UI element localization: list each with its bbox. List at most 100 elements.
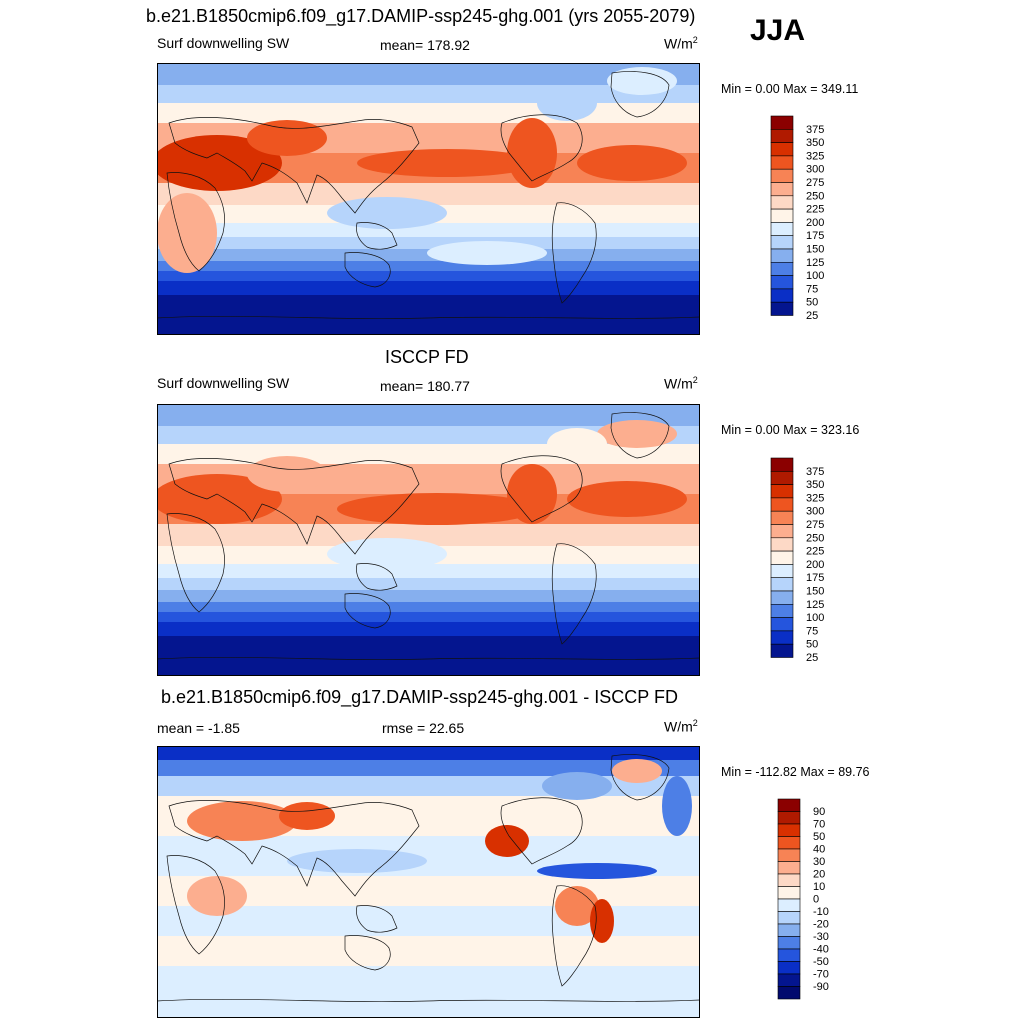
field-band [157,564,700,578]
field-region [357,149,537,177]
coastline-path [356,222,398,250]
colorbar-swatch [770,497,794,512]
colorbar-swatch [777,861,801,875]
colorbar-swatch [777,798,801,812]
field-band [157,760,700,776]
colorbar-swatch [770,301,794,316]
field-region [607,67,677,95]
field-band [157,602,700,612]
panel-2-variable-label: Surf downwelling SW [157,375,290,391]
colorbar-level-label: 175 [806,572,824,584]
coastline-path [166,172,225,272]
colorbar-level-label: 90 [813,806,825,818]
coastline-path [356,563,398,591]
field-band [157,103,700,123]
field-region [542,772,612,800]
colorbar-swatch [777,923,801,937]
field-band [157,966,700,1018]
colorbar-swatch [770,155,794,170]
colorbar-swatch [777,898,801,912]
field-band [157,746,700,760]
field-band [157,444,700,464]
field-band [157,63,700,85]
panel-1-mean-label: mean= 178.92 [380,37,470,53]
colorbar-level-label: 50 [806,639,818,651]
field-region [279,802,335,830]
colorbar-level-label: 250 [806,190,824,202]
coastline-path [157,315,700,320]
coastline-path [356,905,398,933]
field-region [327,538,447,570]
coastline-path [168,117,420,214]
colorbar-swatch [777,973,801,987]
colorbar-swatch [770,195,794,210]
colorbar-swatch [770,182,794,197]
colorbar-swatch [770,235,794,250]
field-region [427,241,547,265]
colorbar-level-label: 150 [806,586,824,598]
colorbar-level-label: 25 [806,652,818,664]
field-band [157,936,700,966]
colorbar-level-label: -90 [813,981,829,993]
colorbar-swatch [777,961,801,975]
panel-3-map [157,746,700,1018]
panel-2-title: ISCCP FD [385,347,469,367]
coastline-path [610,754,670,801]
panel-1-units-label: W/m2 [664,35,698,52]
colorbar-level-label: -10 [813,906,829,918]
colorbar-swatch [777,848,801,862]
coastlines [157,754,700,1003]
colorbar-level-label: 100 [806,270,824,282]
colorbar-swatch [770,643,794,658]
colorbar-swatch [770,129,794,143]
colorbar-swatch [777,936,801,950]
colorbar-level-label: 150 [806,244,824,256]
season-label: JJA [750,14,806,47]
coastline-path [344,935,391,971]
colorbar-swatch [770,262,794,276]
panel-3-minmax-label: Min = -112.82 Max = 89.76 [721,765,870,779]
field-band [157,590,700,602]
coastline-path [168,800,420,897]
field-band [157,281,700,295]
coastline-path [500,455,583,523]
colorbar-level-label: -70 [813,969,829,981]
field-region [567,481,687,517]
colorbar-swatch [770,142,794,157]
field-region [537,85,597,121]
colorbar-swatch [777,886,801,900]
colorbar-swatch [770,288,794,303]
field-band [157,295,700,335]
colorbar-level-label: 375 [806,124,824,136]
colorbar-level-label: 375 [806,466,824,478]
coastlines [157,412,700,661]
coastline-path [551,543,597,645]
field-region [555,886,599,926]
panel-1-variable-label: Surf downwelling SW [157,35,290,51]
colorbar-level-label: 275 [806,177,824,189]
panel-2-units-label: W/m2 [664,375,698,392]
field-region [597,420,677,448]
colorbar-swatch [770,248,794,263]
field-region [187,801,297,841]
colorbar-swatch [770,630,794,645]
colorbar-swatch [770,115,794,130]
coastline-path [551,885,597,987]
colorbar-swatch [770,564,794,579]
field-band [157,271,700,281]
colorbar-level-label: 125 [806,599,824,611]
colorbar-level-label: 200 [806,559,824,571]
colorbar-swatch [777,986,801,1000]
colorbar-level-label: -50 [813,956,829,968]
colorbar-level-label: 30 [813,856,825,868]
colorbar-swatch [770,222,794,237]
colorbar-level-label: 40 [813,844,825,856]
coastline-path [500,797,583,865]
colorbar-level-label: 275 [806,519,824,531]
map-fill [157,746,700,1018]
field-region [337,493,537,525]
coastline-path [168,458,420,555]
coastline-path [500,114,583,182]
